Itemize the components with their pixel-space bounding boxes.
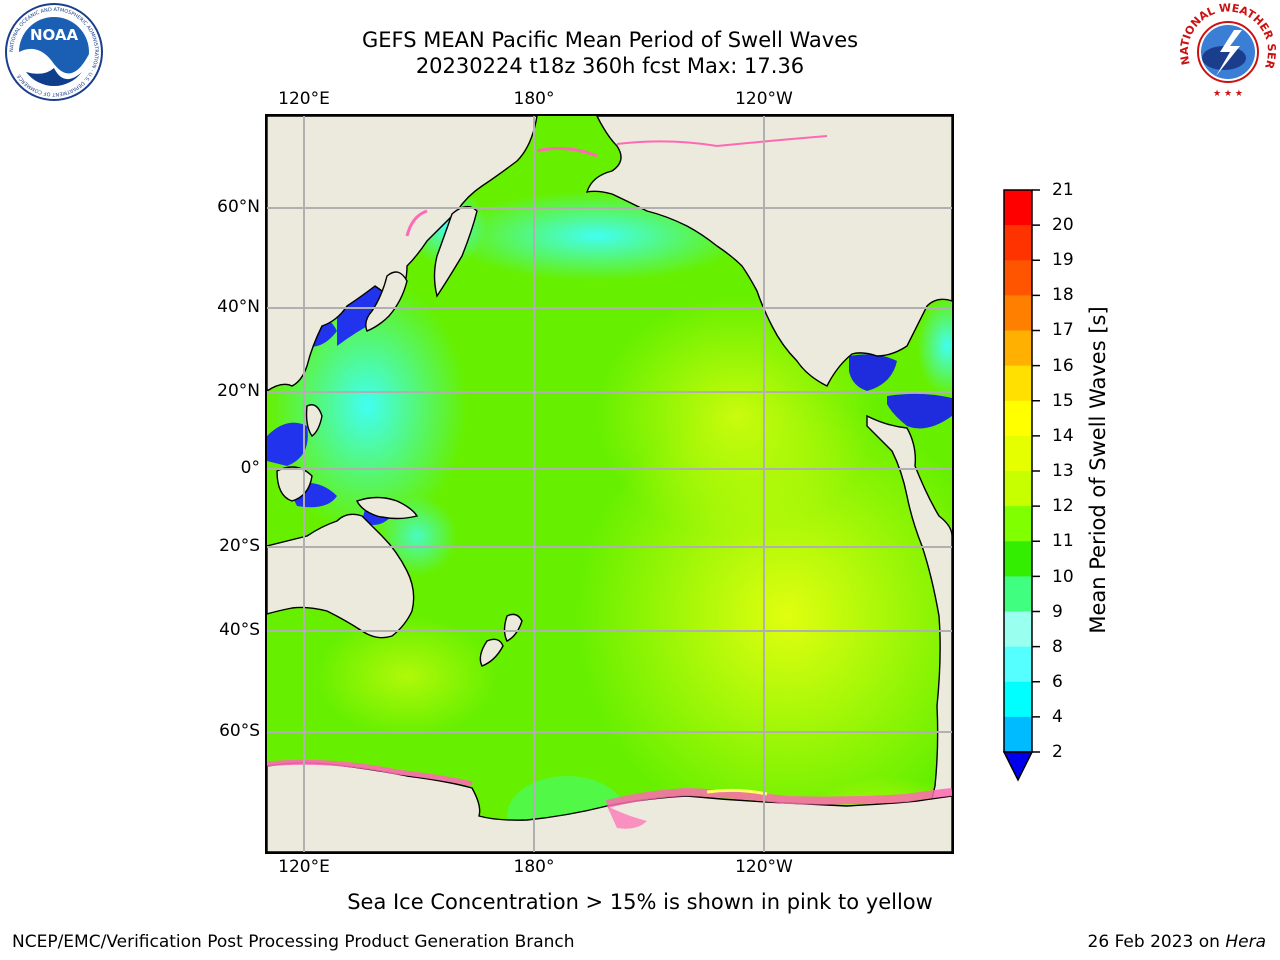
colorbar-tick-9: 9	[1052, 602, 1063, 622]
lat-label-40n: 40°N	[217, 297, 260, 317]
colorbar-segments	[1004, 190, 1032, 753]
lat-label-0: 0°	[240, 458, 260, 478]
colorbar-segment	[1004, 225, 1032, 261]
sea-ice-footnote: Sea Ice Concentration > 15% is shown in …	[347, 890, 933, 914]
colorbar-tick-13: 13	[1052, 461, 1074, 481]
colorbar-tick-10: 10	[1052, 567, 1074, 587]
colorbar-segment	[1004, 681, 1032, 718]
colorbar-segment	[1004, 611, 1032, 648]
land-north-america	[585, 116, 952, 387]
colorbar-tick-20: 20	[1052, 215, 1074, 235]
footer-date: 26 Feb 2023 on Hera	[1088, 932, 1266, 952]
colorbar-tick-18: 18	[1052, 285, 1074, 305]
footer-date-text: 26 Feb 2023 on	[1087, 932, 1226, 952]
land-new-zealand-north	[503, 613, 523, 642]
lon-label-bottom-180: 180°	[513, 857, 555, 877]
lon-label-bottom-120w: 120°W	[735, 857, 793, 877]
colorbar-segment	[1004, 506, 1032, 542]
lon-label-top-180: 180°	[513, 89, 555, 109]
colorbar-segment	[1004, 576, 1032, 612]
lat-label-60n: 60°N	[217, 197, 260, 217]
chart-subtitle: 20230224 t18z 360h fcst Max: 17.36	[415, 54, 805, 78]
land-south-america	[866, 414, 952, 852]
sea-ice	[267, 135, 952, 829]
colorbar-segment	[1004, 260, 1032, 296]
colorbar-tick-17: 17	[1052, 320, 1074, 340]
colorbar-segment	[1004, 646, 1032, 683]
colorbar-segment	[1004, 471, 1032, 507]
colorbar-tick-21: 21	[1052, 180, 1074, 200]
noaa-logo: NOAA NATIONAL OCEANIC AND ATMOSPHERIC AD…	[5, 3, 103, 101]
lat-label-20s: 20°S	[219, 536, 260, 556]
land-kamchatka	[433, 206, 478, 298]
colorbar-segment	[1004, 365, 1032, 402]
colorbar-label: Mean Period of Swell Waves [s]	[1086, 306, 1110, 634]
chart-title: GEFS MEAN Pacific Mean Period of Swell W…	[361, 28, 859, 52]
colorbar	[1002, 189, 1040, 782]
field-south-china-sea	[267, 422, 308, 466]
colorbar-segment	[1004, 400, 1032, 437]
colorbar-tick-16: 16	[1052, 356, 1074, 376]
colorbar-tick-11: 11	[1052, 531, 1074, 551]
field-sea-of-japan	[337, 276, 390, 346]
field-gulf-of-mexico	[849, 354, 897, 391]
land-philippines	[305, 404, 323, 437]
land-new-zealand-south	[479, 638, 504, 667]
colorbar-tick-8: 8	[1052, 637, 1063, 657]
lat-label-60s: 60°S	[219, 721, 260, 741]
nws-logo: NATIONAL WEATHER SERVICE ★ ★ ★	[1176, 2, 1278, 99]
land-new-guinea	[356, 496, 419, 520]
lat-label-20n: 20°N	[217, 381, 260, 401]
map-canvas	[267, 116, 952, 852]
colorbar-segment	[1004, 190, 1032, 226]
colorbar-segment	[1004, 541, 1032, 577]
svg-text:★ ★ ★: ★ ★ ★	[1213, 89, 1243, 99]
lon-label-top-120e: 120°E	[278, 89, 330, 109]
colorbar-tick-4: 4	[1052, 707, 1063, 727]
colorbar-segment	[1004, 295, 1032, 331]
footer-credit: NCEP/EMC/Verification Post Processing Pr…	[12, 932, 575, 952]
graticule	[267, 116, 952, 852]
colorbar-tick-6: 6	[1052, 672, 1063, 692]
colorbar-segment	[1004, 330, 1032, 367]
lat-label-40s: 40°S	[219, 620, 260, 640]
colorbar-tick-14: 14	[1052, 426, 1074, 446]
lon-label-top-120w: 120°W	[735, 89, 793, 109]
lon-label-bottom-120e: 120°E	[278, 857, 330, 877]
colorbar-segment	[1004, 435, 1032, 472]
colorbar-tick-15: 15	[1052, 391, 1074, 411]
field-caribbean	[887, 393, 952, 429]
colorbar-tick-12: 12	[1052, 496, 1074, 516]
colorbar-segment	[1004, 716, 1032, 753]
footer-host: Hera	[1225, 932, 1266, 952]
colorbar-extend-triangle	[1002, 751, 1034, 782]
colorbar-tick-2: 2	[1052, 742, 1063, 762]
colorbar-tick-19: 19	[1052, 250, 1074, 270]
map-panel	[265, 114, 954, 854]
noaa-logo-text: NOAA	[30, 26, 79, 44]
